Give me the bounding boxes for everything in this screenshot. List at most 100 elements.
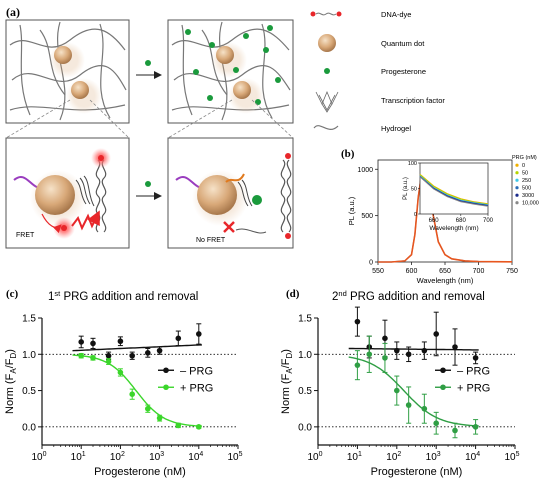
x-tick-label: 750: [506, 268, 518, 275]
inset-y-tick-label: 0: [414, 212, 417, 218]
dna-dye-icon: [310, 11, 342, 17]
inset-x-tick-label: 700: [483, 218, 494, 224]
x-tick-label: 102: [110, 451, 125, 463]
y-axis-label-part: Norm (F: [280, 373, 292, 414]
x-tick-base: 10: [71, 452, 83, 463]
y-tick-label: 1.0: [298, 350, 312, 361]
x-tick-label: 100: [307, 451, 322, 463]
inset-y-tick-label: 50: [411, 187, 417, 193]
x-tick-base: 10: [426, 452, 438, 463]
y-tick-label: 1000: [357, 167, 373, 174]
x-tick-label: 101: [71, 451, 86, 463]
data-point: [175, 422, 182, 429]
y-axis-label: PL (a.u.): [347, 196, 356, 225]
data-point: [78, 339, 84, 345]
x-tick-exponent: 1: [358, 451, 362, 458]
legend-label: 10,000: [522, 201, 539, 207]
data-point: [354, 362, 361, 368]
data-point: [394, 347, 400, 354]
hydrogel-box-after: [167, 19, 294, 124]
data-point: [382, 355, 388, 361]
data-point: [433, 420, 440, 427]
x-tick-label: 104: [465, 451, 480, 463]
x-axis-label: Progesterone (nM): [94, 466, 186, 478]
data-point: [354, 318, 361, 325]
panel-letter-d: (d): [286, 288, 300, 300]
quantum-dot-icon: [216, 46, 234, 64]
x-tick-base: 10: [307, 452, 319, 463]
y-tick-label: 0.5: [22, 386, 36, 397]
data-point: [144, 405, 151, 412]
data-point: [472, 355, 479, 361]
zoom-guides: [5, 99, 294, 139]
quantum-dot-icon: [233, 81, 251, 99]
data-point: [394, 387, 400, 394]
legend-label: – PRG: [180, 365, 213, 377]
x-tick-label: 103: [426, 451, 441, 463]
y-axis-label-part: /F: [280, 358, 292, 368]
y-axis-label-part: Norm (F: [4, 373, 16, 414]
data-point: [144, 350, 151, 356]
y-tick-label: 0.5: [298, 386, 312, 397]
x-tick-exponent: 5: [239, 451, 243, 458]
data-point: [405, 402, 412, 408]
data-point: [78, 352, 84, 359]
title-ordinal-suffix: nd: [338, 289, 346, 298]
quantum-dot-icon: [54, 46, 72, 64]
x-tick-exponent: 2: [397, 451, 401, 458]
legend-marker: [515, 171, 519, 175]
legend-label: – PRG: [457, 365, 490, 377]
data-point: [156, 415, 163, 421]
x-tick-label: 102: [386, 451, 401, 463]
x-tick-base: 10: [347, 452, 359, 463]
x-tick-exponent: 3: [160, 451, 164, 458]
hydrogel-icon: [313, 125, 339, 130]
y-axis-label: Norm (FA/FD): [280, 349, 294, 414]
inset-series-line: [419, 176, 489, 207]
panel-letter-c: (c): [6, 288, 19, 300]
x-tick-exponent: 4: [476, 451, 480, 458]
inset-x-axis-label: Wavelength (nm): [429, 225, 478, 232]
data-point: [117, 369, 124, 376]
progesterone-icon: [145, 181, 151, 187]
legend-label: 0: [522, 163, 525, 169]
legend-label: 50: [522, 171, 528, 177]
legend-label: 250: [522, 178, 531, 184]
quantum-dot-icon: [318, 34, 336, 52]
title-text: PRG addition and removal: [60, 291, 198, 303]
transcription-factor-icon: [237, 179, 253, 207]
inset-x-tick-label: 660: [429, 218, 440, 224]
fit-curve: [348, 356, 479, 427]
data-point: [129, 352, 136, 359]
x-tick-label: 105: [504, 451, 519, 463]
data-point: [156, 347, 163, 354]
x-tick-exponent: 1: [82, 451, 86, 458]
y-axis-label-part: ): [4, 349, 16, 353]
x-tick-base: 10: [188, 452, 200, 463]
x-tick-base: 10: [227, 452, 239, 463]
progesterone-icon: [324, 68, 330, 74]
title-text: PRG addition and removal: [347, 291, 485, 303]
legend-label: + PRG: [457, 382, 490, 394]
title-ordinal-suffix: st: [54, 289, 61, 298]
y-tick-label: 0: [369, 260, 373, 267]
inset-frame: [419, 162, 489, 215]
legend-marker: [440, 367, 446, 374]
data-point: [421, 405, 428, 412]
chart-title: 2nd PRG addition and removal: [332, 289, 485, 303]
legend-label: + PRG: [180, 382, 213, 394]
legend-marker: [515, 201, 519, 205]
data-point: [366, 351, 373, 358]
y-axis-label: Norm (FA/FD): [4, 349, 18, 414]
legend-title: PRG (nM): [512, 155, 537, 161]
x-tick-label: 550: [372, 268, 384, 275]
inset-y-tick-label: 100: [408, 161, 417, 167]
legend-label: 3000: [522, 193, 534, 199]
progesterone-icon: [252, 195, 262, 205]
data-point: [117, 338, 124, 345]
x-tick-label: 700: [473, 268, 485, 275]
x-tick-exponent: 2: [121, 451, 125, 458]
data-point: [175, 335, 182, 342]
